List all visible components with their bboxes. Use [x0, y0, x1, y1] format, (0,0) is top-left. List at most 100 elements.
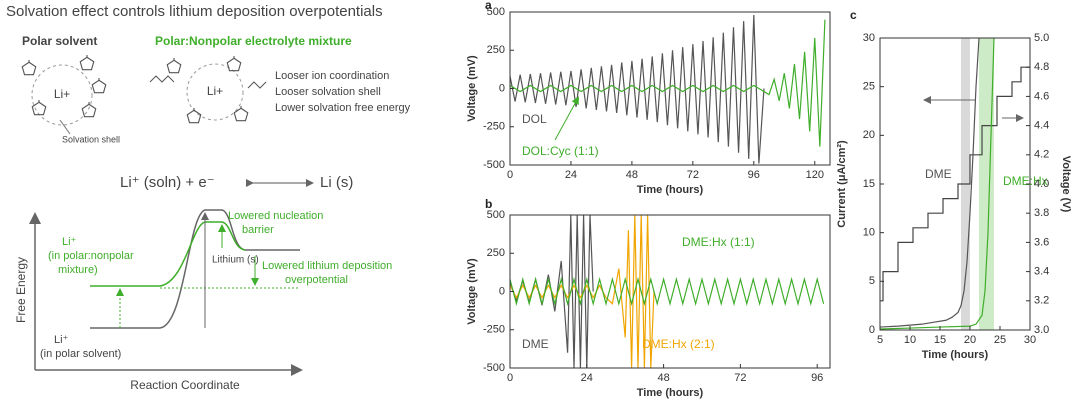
x-tick-label: 24: [565, 169, 577, 181]
x-tick-label: 72: [687, 169, 699, 181]
y-tick-label: -250: [483, 121, 505, 133]
y-tick-label: 0: [499, 285, 505, 297]
series-label: DME:Hx: [1003, 174, 1048, 188]
y-tick-label: 5: [869, 275, 875, 287]
panel-label: c: [850, 8, 857, 22]
mixture-heading: Polar:Nonpolar electrolyte mixture: [155, 34, 352, 48]
y2-tick-label: 3.6: [1034, 236, 1049, 248]
x-tick-label: 25: [994, 334, 1006, 346]
overpotential-note: overpotential: [285, 274, 348, 286]
series-line: [510, 276, 825, 307]
solvent-molecule: [91, 78, 107, 94]
mixture-state: Li⁺: [62, 236, 77, 248]
schematic: Solvation effect controls lithium deposi…: [6, 3, 411, 392]
y2-tick-label: 4.6: [1034, 90, 1049, 102]
y2-tick-label: 4.4: [1034, 120, 1049, 132]
barrier-note: Lowered nucleation: [228, 210, 323, 222]
nonpolar-molecule: [149, 75, 175, 83]
li-ion: Li+: [207, 84, 223, 98]
series-label: DOL:Cyc (1:1): [522, 144, 599, 158]
x-tick-label: 15: [934, 334, 946, 346]
x-tick-label: 0: [507, 169, 513, 181]
y2-tick-label: 3.0: [1034, 324, 1049, 336]
series-line: [880, 38, 980, 328]
series-line: [880, 38, 995, 330]
pointer: [59, 119, 71, 135]
y2-tick-label: 4.0: [1034, 178, 1049, 190]
overpotential-note: Lowered lithium deposition: [262, 260, 392, 272]
y-tick-label: 20: [863, 129, 875, 141]
x-tick-label: 72: [734, 372, 746, 384]
y-tick-label: 25: [863, 81, 875, 93]
y-tick-label: 15: [863, 178, 875, 190]
series-label: DME: [522, 337, 549, 351]
y2-tick-label: 3.2: [1034, 295, 1049, 307]
solvation-shell-circle: [186, 63, 244, 121]
series-line: [510, 19, 826, 147]
annotation-arrow: [554, 96, 579, 141]
y-tick-label: 0: [499, 82, 505, 94]
x-tick-label: 30: [1024, 334, 1036, 346]
y-tick-label: 500: [487, 6, 505, 18]
mixture-note: Lower solvation free energy: [275, 102, 411, 114]
series-line: [510, 15, 765, 164]
schematic-title: Solvation effect controls lithium deposi…: [6, 3, 383, 20]
x-tick-label: 48: [657, 372, 669, 384]
shaded-region: [979, 38, 994, 330]
x-axis-label: Reaction Coordinate: [130, 378, 240, 392]
polar-heading: Polar solvent: [22, 34, 97, 48]
x-tick-label: 10: [904, 334, 916, 346]
li-ion: Li+: [54, 87, 70, 101]
y2-tick-label: 3.8: [1034, 207, 1049, 219]
barrier-note: barrier: [242, 224, 274, 236]
polar-state: (in polar solvent): [40, 348, 121, 360]
x-tick-label: 24: [581, 372, 593, 384]
y-tick-label: 0: [869, 324, 875, 336]
y2-tick-label: 5.0: [1034, 32, 1049, 44]
y-axis-label: Voltage (mV): [466, 258, 478, 325]
solvation-shell-label: Solvation shell: [62, 134, 120, 144]
solvent-molecule: [31, 100, 47, 116]
y-tick-label: 10: [863, 227, 875, 239]
y-tick-label: -500: [483, 362, 505, 374]
mixture-state: mixture): [58, 264, 98, 276]
y2-tick-label: 4.2: [1034, 149, 1049, 161]
solvent-molecule: [79, 55, 95, 71]
reaction-right: Li (s): [320, 174, 353, 191]
polar-state: Li⁺: [54, 334, 69, 346]
solvation-shell-circle: [31, 64, 93, 126]
x-tick-label: 120: [806, 169, 824, 181]
mixture-state: (in polar:nonpolar: [48, 250, 134, 262]
mixture-note: Looser ion coordination: [275, 70, 389, 82]
series-label: DME: [925, 167, 952, 181]
x-tick-label: 96: [811, 372, 823, 384]
y-axis-label: Current (μA/cm²): [836, 140, 848, 228]
y-tick-label: 30: [863, 32, 875, 44]
y-tick-label: 250: [487, 44, 505, 56]
y-axis-label: Voltage (mV): [466, 55, 478, 122]
series-line: [880, 66, 1030, 302]
x-tick-label: 48: [626, 169, 638, 181]
panel-label: a: [485, 0, 492, 12]
nonpolar-molecule: [247, 81, 267, 89]
panel-label: b: [485, 197, 492, 211]
x-tick-label: 5: [877, 334, 883, 346]
x-axis-label: Time (hours): [922, 349, 989, 361]
x-tick-label: 96: [748, 169, 760, 181]
y2-tick-label: 4.8: [1034, 61, 1049, 73]
y-tick-label: -250: [483, 324, 505, 336]
y-axis-label: Free Energy: [14, 257, 28, 323]
solvent-molecule: [21, 60, 37, 76]
solvent-molecule: [166, 58, 182, 74]
x-axis-label: Time (hours): [637, 387, 704, 399]
solvent-molecule: [226, 56, 242, 72]
y-tick-label: 250: [487, 247, 505, 259]
y-tick-label: -500: [483, 159, 505, 171]
x-axis-label: Time (hours): [637, 184, 704, 196]
lithium-state: Lithium (s): [212, 255, 259, 266]
series-label: DME:Hx (2:1): [642, 337, 715, 351]
y2-tick-label: 3.4: [1034, 266, 1049, 278]
series-label: DME:Hx (1:1): [682, 235, 755, 249]
reaction-left: Li⁺ (soln) + e⁻: [120, 174, 215, 191]
